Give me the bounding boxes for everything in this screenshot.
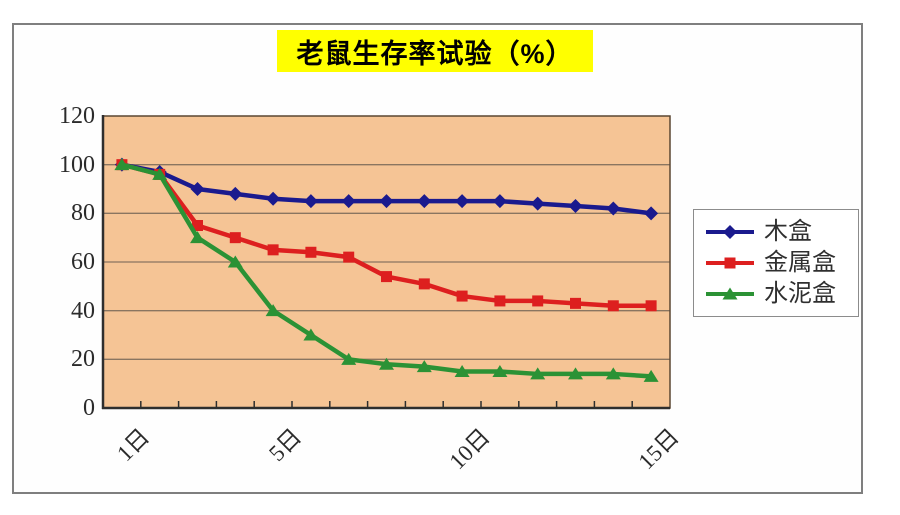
marker-square-icon bbox=[192, 220, 203, 231]
marker-square-icon bbox=[532, 295, 544, 307]
marker-triangle-icon bbox=[190, 231, 205, 244]
marker-triangle-icon bbox=[605, 367, 621, 380]
marker-triangle-icon bbox=[416, 360, 432, 373]
marker-diamond-icon bbox=[606, 201, 621, 216]
marker-triangle-icon bbox=[265, 304, 281, 317]
marker-square-icon bbox=[607, 300, 619, 312]
marker-diamond-icon bbox=[190, 182, 205, 196]
legend-label: 金属盒 bbox=[764, 250, 836, 276]
marker-diamond-icon bbox=[530, 196, 545, 211]
y-tick-label: 60 bbox=[71, 249, 95, 275]
marker-square-icon bbox=[305, 246, 317, 258]
y-tick-label: 40 bbox=[71, 297, 95, 324]
marker-square-icon bbox=[418, 278, 430, 290]
marker-square-icon bbox=[456, 290, 468, 302]
marker-diamond-icon bbox=[492, 194, 507, 209]
marker-diamond-icon bbox=[266, 191, 281, 206]
marker-triangle-icon bbox=[341, 352, 357, 365]
legend-item: 水泥盒 bbox=[704, 281, 848, 307]
marker-diamond-icon bbox=[723, 225, 737, 239]
y-tick-label: 100 bbox=[59, 151, 95, 178]
marker-diamond-icon bbox=[341, 194, 356, 209]
marker-triangle-icon bbox=[530, 367, 546, 380]
marker-triangle-icon bbox=[227, 255, 243, 268]
marker-diamond-icon bbox=[303, 194, 318, 209]
marker-triangle-icon bbox=[643, 369, 659, 382]
y-tick-label: 0 bbox=[83, 395, 95, 421]
legend-marker-icon bbox=[706, 225, 754, 239]
marker-triangle-icon bbox=[114, 158, 130, 171]
y-tick-label: 120 bbox=[59, 103, 95, 129]
legend-item: 木盒 bbox=[704, 219, 848, 245]
marker-triangle-icon bbox=[454, 365, 470, 377]
marker-triangle-icon bbox=[379, 357, 394, 370]
chart-title: 老鼠生存率试验（%） bbox=[277, 30, 593, 72]
marker-square-icon bbox=[570, 297, 581, 309]
y-tick-label: 20 bbox=[71, 346, 95, 373]
marker-square-icon bbox=[724, 257, 736, 269]
legend-marker-icon bbox=[706, 257, 754, 269]
y-tick-label: 80 bbox=[71, 200, 95, 227]
marker-square-icon bbox=[343, 251, 355, 263]
marker-square-icon bbox=[645, 300, 657, 312]
marker-diamond-icon bbox=[379, 194, 394, 209]
marker-diamond-icon bbox=[568, 199, 583, 214]
marker-square-icon bbox=[267, 244, 279, 256]
marker-diamond-icon bbox=[228, 186, 243, 201]
legend-label: 木盒 bbox=[764, 219, 812, 245]
marker-triangle-icon bbox=[303, 328, 319, 341]
legend-marker-icon bbox=[706, 287, 754, 300]
marker-triangle-icon bbox=[492, 365, 508, 377]
marker-square-icon bbox=[494, 295, 506, 307]
legend: 木盒 金属盒 水泥盒 bbox=[693, 209, 859, 317]
marker-square-icon bbox=[229, 232, 241, 244]
marker-diamond-icon bbox=[455, 194, 470, 209]
marker-triangle-icon bbox=[152, 167, 168, 180]
legend-label: 水泥盒 bbox=[764, 281, 836, 307]
marker-diamond-icon bbox=[417, 194, 432, 209]
marker-diamond-icon bbox=[644, 206, 659, 221]
marker-triangle-icon bbox=[568, 367, 583, 380]
marker-square-icon bbox=[381, 271, 392, 283]
legend-item: 金属盒 bbox=[704, 250, 848, 276]
marker-triangle-icon bbox=[722, 287, 738, 300]
